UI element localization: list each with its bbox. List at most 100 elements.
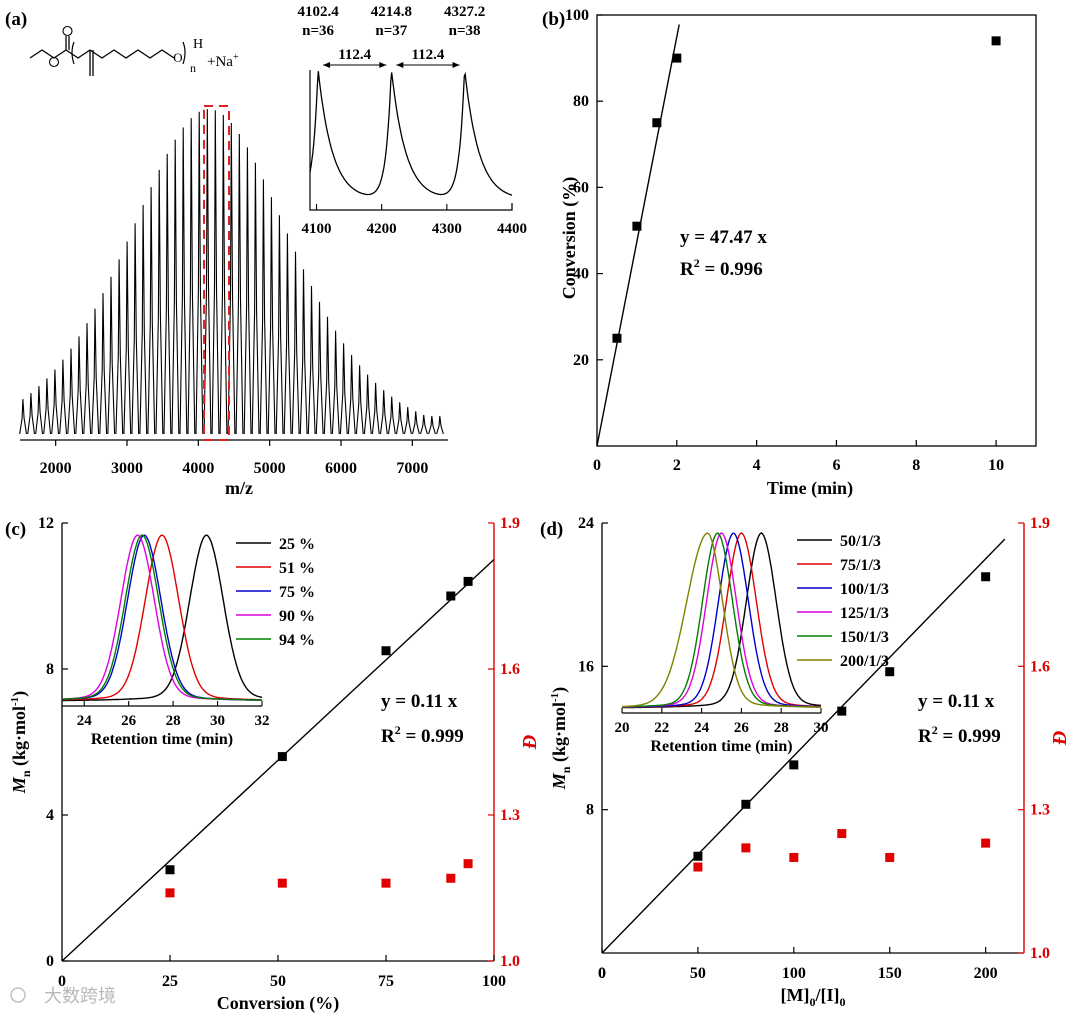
spectrum-line <box>19 109 444 435</box>
structure-n: n <box>190 61 196 75</box>
inset-tick-label-c: 26 <box>121 713 137 729</box>
x-tick-label-b: 8 <box>912 457 920 474</box>
legend-label-d: 200/1/3 <box>840 653 889 670</box>
fit-equation-b: y = 47.47 x <box>680 227 767 248</box>
x-tick-label-a: 6000 <box>325 460 357 477</box>
legend-label-d: 75/1/3 <box>840 557 881 574</box>
ylabel-sub-c: n <box>19 770 33 777</box>
x-tick-label-a: 7000 <box>396 460 428 477</box>
panel-b: (b) 0 2 4 6 8 10 20 40 60 80 100 Time (min) Conversio… <box>542 7 1037 499</box>
inset-tick-label-d: 30 <box>814 720 829 736</box>
y-axis-title-c: Mn (kg·mol-1) <box>9 691 33 794</box>
x-tick-label-c: 0 <box>58 973 66 990</box>
r2-sup-b: 2 <box>694 256 700 270</box>
panel-label-b: (b) <box>542 9 565 30</box>
structure-carbonyl-o <box>62 25 73 37</box>
inset-xlabel-d: Retention time (min) <box>650 738 792 755</box>
y-tick-label-b: 100 <box>565 7 589 24</box>
x-tick-label-a: 2000 <box>40 460 72 477</box>
inset-trace-d <box>621 532 822 708</box>
y-tick-label-c: 4 <box>46 807 54 824</box>
data-point-b <box>632 221 642 231</box>
watermark-icon <box>10 987 26 1003</box>
panel-d: (d)0 50 100 150 2000816241.01.31.61.9[M]0/[I… <box>540 515 1071 1009</box>
y-tick-label-b: 80 <box>573 93 589 110</box>
ylabel-main-d: M <box>549 772 569 790</box>
y-tick-label-c: 12 <box>38 515 54 532</box>
dispersity-point-d <box>789 852 799 862</box>
y2-tick-label-d: 1.3 <box>1030 802 1050 819</box>
dispersity-point-c <box>277 878 287 888</box>
plot-frame-b <box>596 14 1037 447</box>
inset-tick-label-a: 4200 <box>367 221 397 237</box>
panel-a: (a)2000 3000 4000 5000 6000 7000m/zOnH+Na+410… <box>5 4 527 498</box>
x-tick-label-a: 3000 <box>111 460 143 477</box>
mn-point-d <box>789 760 799 770</box>
ylabel-close-c: ) <box>9 691 30 697</box>
dispersity-point-d <box>741 843 751 853</box>
inset-trace-d <box>622 532 822 709</box>
dispersity-point-d <box>885 852 895 862</box>
mn-point-c <box>277 752 287 762</box>
r2-prefix-c: R <box>381 726 395 747</box>
fit-line-d <box>601 538 1006 954</box>
y-tick-label-d: 8 <box>586 802 594 819</box>
ylabel-unit-c: (kg·mol <box>9 706 30 766</box>
legend-label-c: 75 % <box>279 584 315 601</box>
mn-point-c <box>165 865 175 875</box>
inset-arrowheads <box>323 62 387 68</box>
inset-tick-label-d: 22 <box>654 720 669 736</box>
x-axis-title-a: m/z <box>225 478 253 498</box>
y-tick-label-d: 24 <box>578 515 594 532</box>
r2-value-d: = 0.999 <box>938 726 1001 747</box>
inset-trace-c <box>62 534 262 701</box>
y-tick-label-c: 0 <box>46 953 54 970</box>
x-tick-label-c: 50 <box>270 973 286 990</box>
dispersity-point-c <box>165 888 175 898</box>
x-axis-title-c: Conversion (%) <box>217 993 340 1014</box>
x-tick-label-b: 10 <box>988 457 1004 474</box>
xlabel-main-d: [M] <box>781 985 810 1005</box>
inset-spectrum-line <box>309 71 513 196</box>
x-tick-label-d: 100 <box>782 965 806 982</box>
data-point-b <box>652 118 662 128</box>
inset-tick-label-c: 28 <box>166 713 181 729</box>
chemical-structure: OnH +Na+ <box>29 25 239 76</box>
ylabel-main-c: M <box>9 776 29 794</box>
inset-tick-label-d: 26 <box>734 720 750 736</box>
x-tick-label-d: 50 <box>690 965 706 982</box>
y2-tick-label-d: 1.6 <box>1030 658 1050 675</box>
inset-a: 4100 4200 4300 4400 4102.4 n=36 4214.8 n=37 4327… <box>297 4 527 237</box>
x-tick-label-d: 0 <box>598 965 606 982</box>
panel-label-a: (a) <box>5 9 27 30</box>
y-tick-label-c: 8 <box>46 661 54 678</box>
y2-tick-label-c: 1.6 <box>500 661 520 678</box>
xlabel-mid-d: /[I] <box>814 985 839 1005</box>
fit-equation-d: y = 0.11 x <box>918 691 995 712</box>
inset-tick-label-a: 4400 <box>497 221 527 237</box>
inset-peak-mass: 4214.8 <box>371 4 412 20</box>
x-tick-label-b: 6 <box>832 457 840 474</box>
legend-label-c: 25 % <box>279 536 315 553</box>
inset-tick-label-d: 20 <box>615 720 630 736</box>
y-tick-label-b: 60 <box>573 179 589 196</box>
r2-prefix-b: R <box>680 259 694 280</box>
mn-point-d <box>693 851 703 861</box>
fit-equation-c: y = 0.11 x <box>381 691 458 712</box>
xlabel-sub1-d: 0 <box>809 995 815 1009</box>
legend-label-d: 50/1/3 <box>840 533 881 550</box>
ylabel-unit-sup-d: -1 <box>549 693 561 702</box>
x-tick-label-b: 0 <box>593 457 601 474</box>
mn-point-c <box>463 576 473 586</box>
inset-tick-label-c: 24 <box>77 713 93 729</box>
inset-peak-n: n=37 <box>375 23 407 39</box>
ylabel-close-d: ) <box>549 687 570 693</box>
r2-sup-c: 2 <box>395 723 401 737</box>
inset-d: 20 22 24 26 28 30 Retention time (min) <box>615 532 829 755</box>
structure-na-sup: + <box>233 52 239 63</box>
legend-d: 50/1/3 75/1/3 100/1/3 125/1/3 150/1/3 200/1/3 <box>797 533 889 670</box>
mn-point-c <box>446 591 456 601</box>
data-point-b <box>612 333 622 343</box>
x-tick-label-b: 2 <box>673 457 681 474</box>
x-tick-label-a: 5000 <box>254 460 286 477</box>
